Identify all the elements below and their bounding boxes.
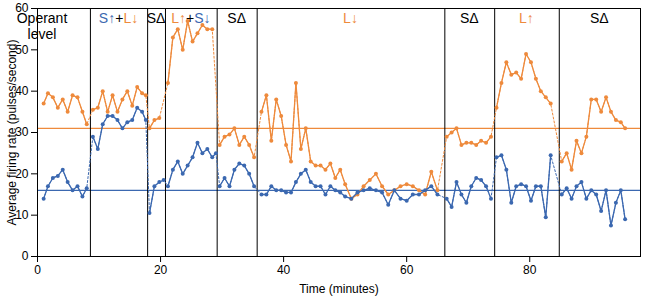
svg-text:S↑+L↓: S↑+L↓ [99,10,138,26]
svg-text:80: 80 [523,263,537,277]
svg-text:20: 20 [154,263,168,277]
svg-text:60: 60 [15,1,29,16]
svg-text:10: 10 [15,208,29,222]
svg-text:50: 50 [15,42,29,57]
svg-text:60: 60 [400,263,414,277]
svg-text:Time (minutes): Time (minutes) [299,282,379,296]
svg-text:20: 20 [15,166,29,181]
svg-text:40: 40 [277,263,291,277]
svg-text:0: 0 [34,263,41,277]
svg-text:SΔ: SΔ [227,10,246,26]
svg-text:0: 0 [22,249,29,263]
svg-text:SΔ: SΔ [147,10,166,26]
svg-text:40: 40 [15,84,29,98]
svg-text:L↓: L↓ [343,10,358,26]
svg-text:SΔ: SΔ [460,10,479,26]
svg-text:SΔ: SΔ [590,10,609,26]
svg-text:Operantlevel: Operantlevel [17,10,68,42]
svg-text:L↑+S↓: L↑+S↓ [171,10,210,26]
svg-text:30: 30 [15,125,29,140]
svg-text:L↑: L↑ [519,10,534,26]
svg-text:Average firing rate (pulses/se: Average firing rate (pulses/second) [5,40,19,226]
